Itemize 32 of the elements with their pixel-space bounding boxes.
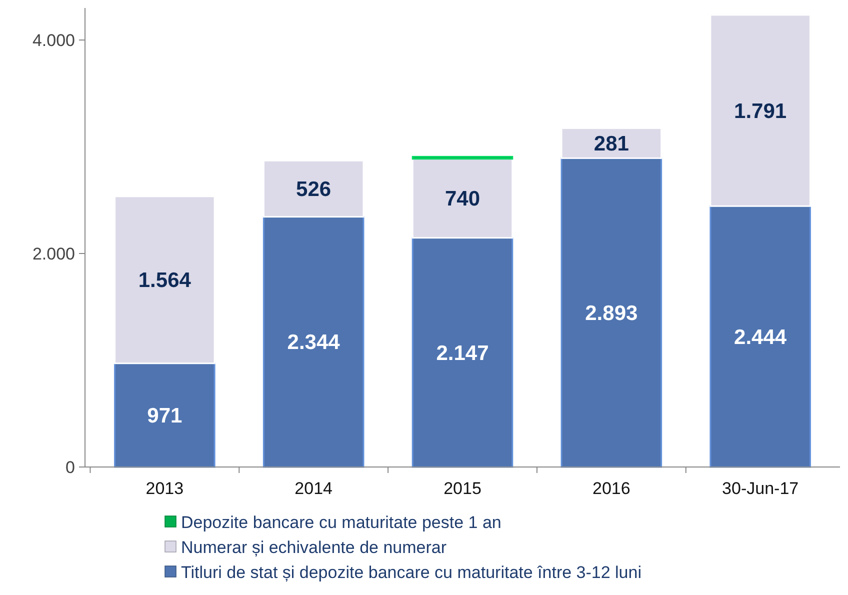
x-tick-label: 30-Jun-17 — [722, 479, 799, 498]
y-tick-label: 0 — [66, 458, 75, 477]
x-tick-label: 2015 — [444, 479, 482, 498]
data-label: 971 — [147, 404, 183, 428]
data-label: 526 — [296, 178, 332, 202]
bar — [560, 157, 662, 468]
bar — [262, 216, 364, 468]
bar — [412, 158, 514, 239]
bar — [262, 160, 364, 218]
legend-label: Titluri de stat și depozite bancare cu maturitate între 3-12 luni — [181, 562, 642, 582]
x-tick-label: 2014 — [294, 479, 332, 498]
bar — [114, 362, 216, 468]
data-label: 2.893 — [585, 302, 638, 325]
data-label: 2.147 — [436, 342, 489, 365]
bar — [412, 237, 514, 468]
data-label: 740 — [444, 188, 480, 211]
x-tick-label: 2013 — [146, 479, 184, 498]
legend-label: Numerar și echivalente de numerar — [181, 538, 447, 557]
bar — [412, 156, 514, 160]
bar — [710, 14, 811, 207]
bar — [114, 196, 216, 364]
legend-label: Depozite bancare cu maturitate peste 1 an — [181, 512, 502, 532]
bar — [710, 205, 811, 468]
y-tick-label: 2.000 — [32, 244, 75, 264]
x-tick-label: 2016 — [592, 479, 630, 498]
data-label: 2.444 — [734, 326, 787, 349]
data-label: 1.791 — [734, 100, 787, 123]
data-label: 2.344 — [287, 331, 340, 354]
data-label: 1.564 — [138, 269, 192, 292]
bar — [560, 127, 662, 159]
data-label: 281 — [594, 132, 630, 156]
y-tick-label: 4.000 — [32, 30, 75, 50]
